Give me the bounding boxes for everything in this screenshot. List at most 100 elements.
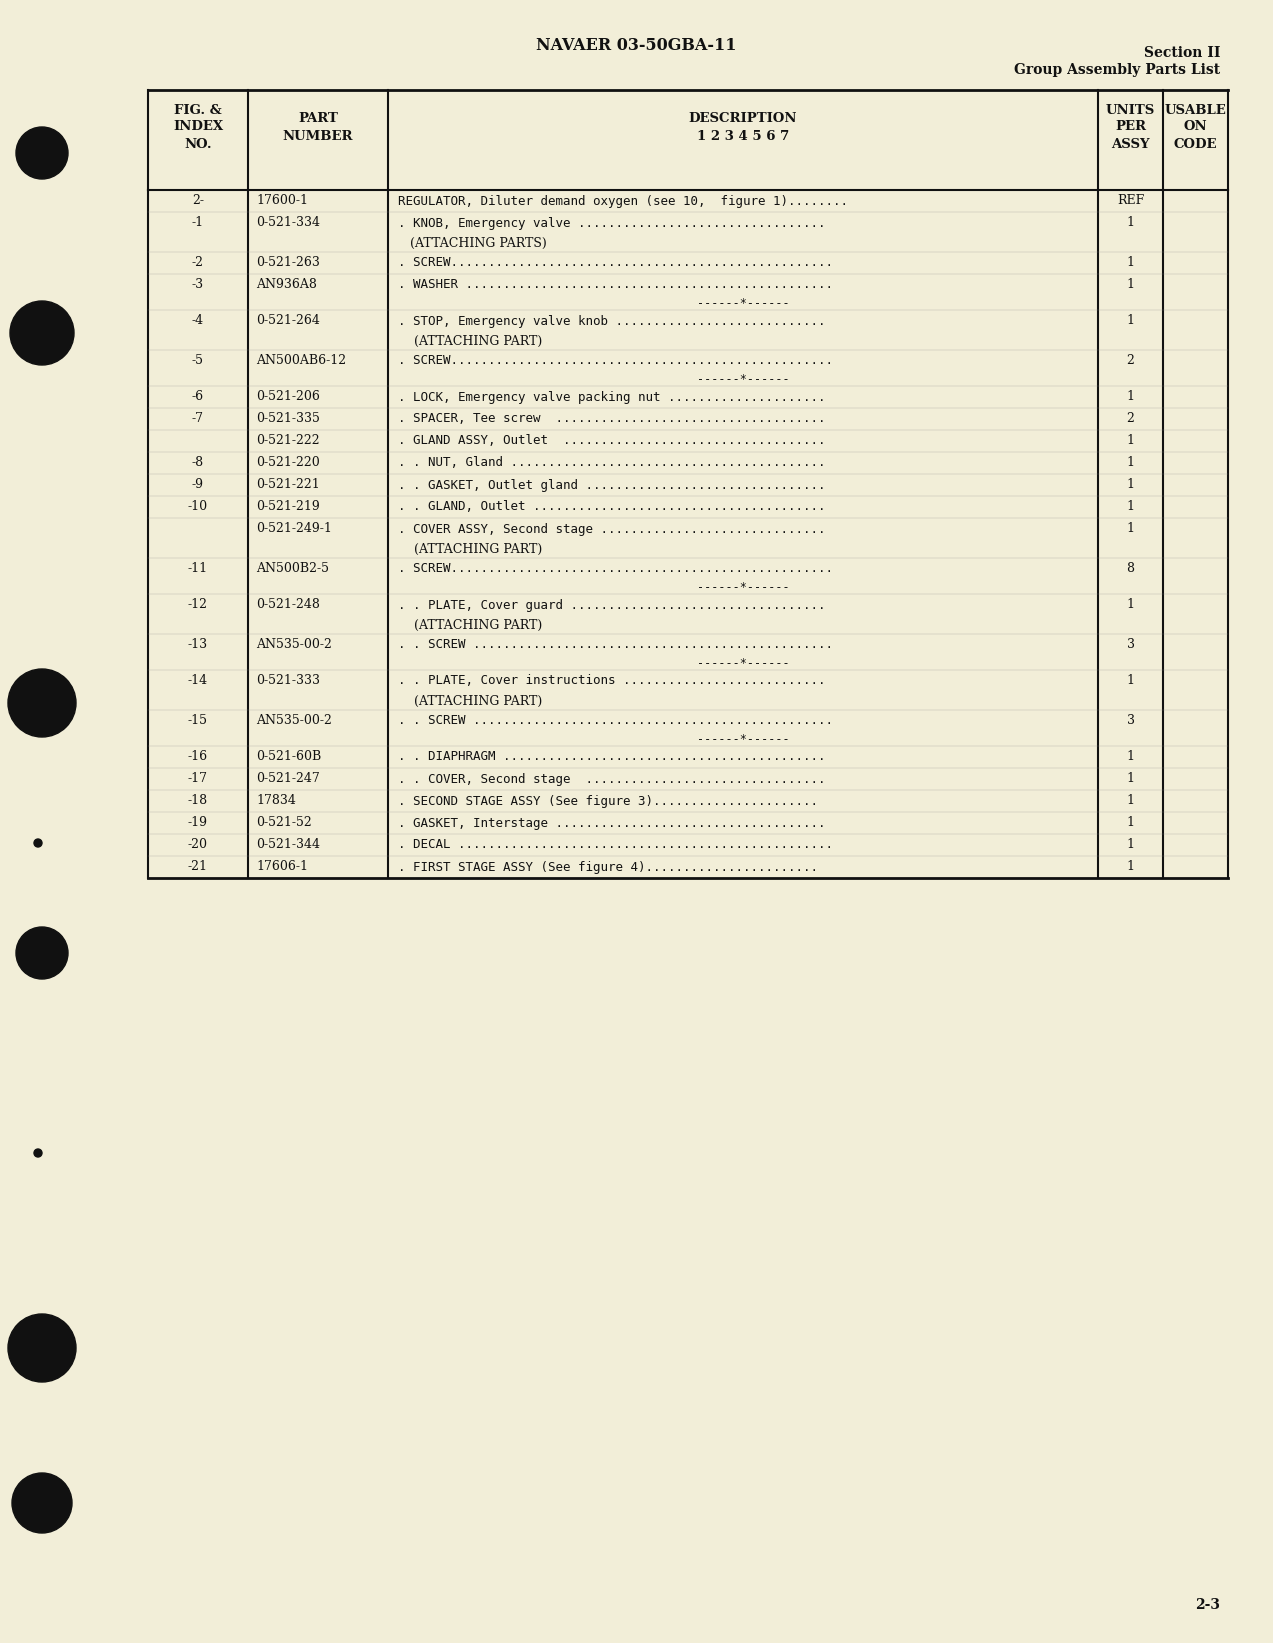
Text: PART: PART bbox=[298, 112, 337, 125]
Text: 17834: 17834 bbox=[256, 795, 295, 807]
Text: 3: 3 bbox=[1127, 639, 1134, 652]
Text: Group Assembly Parts List: Group Assembly Parts List bbox=[1013, 62, 1220, 77]
Text: ASSY: ASSY bbox=[1111, 138, 1150, 151]
Text: . SCREW...................................................: . SCREW.................................… bbox=[398, 562, 833, 575]
Text: 8: 8 bbox=[1127, 562, 1134, 575]
Text: 0-521-344: 0-521-344 bbox=[256, 838, 320, 851]
Text: 0-521-334: 0-521-334 bbox=[256, 217, 320, 230]
Text: 1 2 3 4 5 6 7: 1 2 3 4 5 6 7 bbox=[696, 130, 789, 143]
Text: -20: -20 bbox=[188, 838, 207, 851]
Text: . . PLATE, Cover guard ..................................: . . PLATE, Cover guard .................… bbox=[398, 598, 825, 611]
Text: ------*------: ------*------ bbox=[696, 373, 789, 386]
Text: 1: 1 bbox=[1127, 478, 1134, 491]
Text: ------*------: ------*------ bbox=[696, 733, 789, 746]
Text: 0-521-248: 0-521-248 bbox=[256, 598, 320, 611]
Text: . . GASKET, Outlet gland ................................: . . GASKET, Outlet gland ...............… bbox=[398, 478, 825, 491]
Text: -2: -2 bbox=[192, 256, 204, 269]
Text: . SCREW...................................................: . SCREW.................................… bbox=[398, 355, 833, 368]
Text: 0-521-221: 0-521-221 bbox=[256, 478, 320, 491]
Text: . COVER ASSY, Second stage ..............................: . COVER ASSY, Second stage .............… bbox=[398, 522, 825, 536]
Text: . . DIAPHRAGM ...........................................: . . DIAPHRAGM ..........................… bbox=[398, 751, 825, 764]
Text: . DECAL ..................................................: . DECAL ................................… bbox=[398, 838, 833, 851]
Text: 1: 1 bbox=[1127, 675, 1134, 687]
Text: DESCRIPTION: DESCRIPTION bbox=[689, 112, 797, 125]
Text: Section II: Section II bbox=[1143, 46, 1220, 61]
Text: -3: -3 bbox=[192, 279, 204, 291]
Text: ------*------: ------*------ bbox=[696, 580, 789, 593]
Text: 17600-1: 17600-1 bbox=[256, 194, 308, 207]
Text: . KNOB, Emergency valve .................................: . KNOB, Emergency valve ................… bbox=[398, 217, 825, 230]
Text: 2-: 2- bbox=[192, 194, 204, 207]
Text: -4: -4 bbox=[192, 314, 204, 327]
Text: 1: 1 bbox=[1127, 457, 1134, 470]
Text: -13: -13 bbox=[188, 639, 207, 652]
Text: 0-521-264: 0-521-264 bbox=[256, 314, 320, 327]
Text: . GLAND ASSY, Outlet  ...................................: . GLAND ASSY, Outlet ...................… bbox=[398, 434, 825, 447]
Text: 0-521-335: 0-521-335 bbox=[256, 412, 320, 426]
Text: UNITS: UNITS bbox=[1106, 104, 1155, 117]
Text: 1: 1 bbox=[1127, 598, 1134, 611]
Text: 0-521-222: 0-521-222 bbox=[256, 434, 320, 447]
Text: -18: -18 bbox=[188, 795, 207, 807]
Text: ------*------: ------*------ bbox=[696, 657, 789, 669]
Text: -11: -11 bbox=[188, 562, 207, 575]
Text: REGULATOR, Diluter demand oxygen (see 10,  figure 1)........: REGULATOR, Diluter demand oxygen (see 10… bbox=[398, 194, 848, 207]
Text: (ATTACHING PART): (ATTACHING PART) bbox=[414, 695, 542, 708]
Text: -8: -8 bbox=[192, 457, 204, 470]
Circle shape bbox=[17, 927, 67, 979]
Text: NUMBER: NUMBER bbox=[283, 130, 353, 143]
Text: AN535-00-2: AN535-00-2 bbox=[256, 715, 332, 728]
Text: . GASKET, Interstage ....................................: . GASKET, Interstage ...................… bbox=[398, 817, 825, 830]
Text: -6: -6 bbox=[192, 391, 204, 404]
Text: . SCREW...................................................: . SCREW.................................… bbox=[398, 256, 833, 269]
Text: . . SCREW ................................................: . . SCREW ..............................… bbox=[398, 715, 833, 728]
Text: 1: 1 bbox=[1127, 817, 1134, 830]
Text: 0-521-247: 0-521-247 bbox=[256, 772, 320, 785]
Text: 1: 1 bbox=[1127, 772, 1134, 785]
Text: PER: PER bbox=[1115, 120, 1146, 133]
Text: 17606-1: 17606-1 bbox=[256, 861, 308, 874]
Text: (ATTACHING PART): (ATTACHING PART) bbox=[414, 542, 542, 555]
Text: 1: 1 bbox=[1127, 522, 1134, 536]
Text: 1: 1 bbox=[1127, 795, 1134, 807]
Circle shape bbox=[8, 1314, 76, 1382]
Text: 0-521-333: 0-521-333 bbox=[256, 675, 320, 687]
Text: . . GLAND, Outlet .......................................: . . GLAND, Outlet ......................… bbox=[398, 501, 825, 514]
Text: 2: 2 bbox=[1127, 355, 1134, 368]
Text: FIG. &: FIG. & bbox=[174, 104, 222, 117]
Circle shape bbox=[10, 301, 74, 365]
Text: -1: -1 bbox=[192, 217, 204, 230]
Text: . SECOND STAGE ASSY (See figure 3)......................: . SECOND STAGE ASSY (See figure 3)......… bbox=[398, 795, 819, 807]
Text: 0-521-52: 0-521-52 bbox=[256, 817, 312, 830]
Text: 1: 1 bbox=[1127, 861, 1134, 874]
Text: 3: 3 bbox=[1127, 715, 1134, 728]
Circle shape bbox=[34, 1148, 42, 1157]
Text: 0-521-263: 0-521-263 bbox=[256, 256, 320, 269]
Text: 0-521-60B: 0-521-60B bbox=[256, 751, 321, 764]
Text: -15: -15 bbox=[188, 715, 207, 728]
Text: REF: REF bbox=[1116, 194, 1144, 207]
Text: 1: 1 bbox=[1127, 751, 1134, 764]
Text: -9: -9 bbox=[192, 478, 204, 491]
Text: . WASHER .................................................: . WASHER ...............................… bbox=[398, 279, 833, 291]
Text: AN500AB6-12: AN500AB6-12 bbox=[256, 355, 346, 368]
Text: . . PLATE, Cover instructions ...........................: . . PLATE, Cover instructions ..........… bbox=[398, 675, 825, 687]
Text: 1: 1 bbox=[1127, 256, 1134, 269]
Text: 0-521-206: 0-521-206 bbox=[256, 391, 320, 404]
Text: 2-3: 2-3 bbox=[1195, 1599, 1220, 1612]
Text: 1: 1 bbox=[1127, 434, 1134, 447]
Text: -16: -16 bbox=[188, 751, 207, 764]
Text: ------*------: ------*------ bbox=[696, 296, 789, 309]
Text: -5: -5 bbox=[192, 355, 204, 368]
Text: . STOP, Emergency valve knob ............................: . STOP, Emergency valve knob ...........… bbox=[398, 314, 825, 327]
Text: (ATTACHING PART): (ATTACHING PART) bbox=[414, 335, 542, 348]
Text: (ATTACHING PART): (ATTACHING PART) bbox=[414, 618, 542, 631]
Text: -19: -19 bbox=[188, 817, 207, 830]
Text: NAVAER 03-50GBA-11: NAVAER 03-50GBA-11 bbox=[536, 36, 736, 54]
Text: -17: -17 bbox=[188, 772, 207, 785]
Text: CODE: CODE bbox=[1174, 138, 1217, 151]
Text: -12: -12 bbox=[188, 598, 207, 611]
Text: INDEX: INDEX bbox=[173, 120, 223, 133]
Text: -7: -7 bbox=[192, 412, 204, 426]
Text: ON: ON bbox=[1184, 120, 1207, 133]
